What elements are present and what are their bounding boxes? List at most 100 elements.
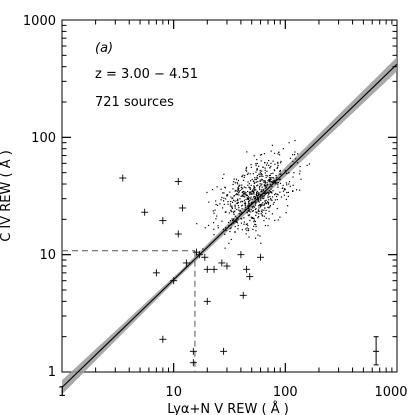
cloud-point <box>272 181 274 183</box>
cloud-point <box>274 163 276 165</box>
cloud-point <box>263 219 265 222</box>
cloud-point <box>233 194 235 197</box>
cloud-point <box>240 201 242 203</box>
cloud-point <box>245 223 247 226</box>
cloud-point <box>274 194 276 196</box>
cloud-point <box>256 195 258 197</box>
cloud-point <box>248 214 251 216</box>
cloud-point <box>239 209 241 212</box>
cloud-point <box>255 163 257 165</box>
redshift-annotation: z = 3.00 − 4.51 <box>95 67 198 82</box>
cloud-point <box>272 180 274 182</box>
cloud-point <box>252 209 254 212</box>
cloud-point <box>256 192 258 194</box>
cloud-point <box>268 180 271 183</box>
cloud-point <box>245 194 248 196</box>
cloud-point <box>255 223 257 226</box>
cloud-point <box>248 236 250 238</box>
cloud-point <box>247 172 249 174</box>
cloud-point <box>226 195 228 197</box>
cloud-point <box>253 185 255 187</box>
cloud-point <box>263 204 265 206</box>
cloud-point <box>245 167 247 170</box>
cloud-point <box>237 202 239 204</box>
cloud-point <box>235 178 238 180</box>
cloud-point <box>258 193 260 195</box>
cloud-point <box>283 194 286 196</box>
cloud-point <box>234 204 236 206</box>
cloud-point <box>232 218 235 220</box>
cloud-point <box>259 171 261 173</box>
cloud-point <box>245 206 247 209</box>
cloud-point <box>227 203 229 205</box>
cloud-point <box>251 178 253 181</box>
cloud-point <box>225 227 227 229</box>
cloud-point <box>241 204 243 206</box>
cloud-point <box>279 173 281 175</box>
cloud-point <box>269 205 271 207</box>
cloud-point <box>285 182 288 184</box>
cloud-point <box>299 170 301 172</box>
cloud-point <box>255 201 257 203</box>
cloud-point <box>264 172 266 174</box>
cloud-point <box>224 187 227 189</box>
cloud-point <box>242 179 245 181</box>
cloud-point <box>260 160 262 162</box>
cloud-point <box>250 203 252 205</box>
cloud-point <box>282 148 284 150</box>
cloud-point <box>279 170 281 173</box>
cloud-point <box>268 174 271 177</box>
cloud-point <box>273 201 275 203</box>
cloud-point <box>246 173 249 176</box>
cloud-point <box>255 230 257 232</box>
cloud-point <box>249 219 251 222</box>
cloud-point <box>279 182 282 185</box>
cloud-point <box>255 194 258 196</box>
cloud-point <box>242 187 244 189</box>
cloud-point <box>271 213 274 215</box>
cloud-point <box>234 200 236 202</box>
plot-frame <box>61 19 398 373</box>
cloud-point <box>221 207 224 209</box>
cloud-point <box>253 186 255 188</box>
cloud-point <box>231 201 234 203</box>
cloud-point <box>248 209 250 211</box>
cloud-point <box>254 187 256 189</box>
cloud-point <box>232 197 234 199</box>
cloud-point <box>264 184 266 186</box>
cloud-point <box>270 191 272 193</box>
cloud-point <box>222 192 224 194</box>
cloud-point <box>264 187 266 189</box>
cloud-point <box>263 215 265 217</box>
cloud-point <box>270 178 272 181</box>
cloud-point <box>230 227 232 229</box>
cloud-point <box>233 213 235 215</box>
cloud-point <box>270 198 272 200</box>
cloud-point <box>255 189 257 191</box>
cloud-point <box>244 201 246 203</box>
cloud-point <box>270 172 272 175</box>
cloud-point <box>253 191 255 194</box>
cloud-point <box>254 178 256 181</box>
cloud-point <box>261 183 263 185</box>
cloud-point <box>265 192 268 194</box>
cloud-point <box>240 205 243 207</box>
cloud-point <box>261 215 264 217</box>
cloud-point <box>260 154 263 156</box>
cloud-point <box>261 195 263 198</box>
cloud-point <box>237 205 240 207</box>
y-axis-title: C IV REW ( Å ) <box>0 150 14 242</box>
cloud-point <box>234 207 236 209</box>
cloud-point <box>249 188 251 191</box>
cloud-point <box>292 160 294 163</box>
cloud-point <box>231 211 233 213</box>
cloud-point <box>250 198 252 200</box>
cloud-point <box>244 203 246 205</box>
cloud-point <box>259 204 261 206</box>
cloud-point <box>245 228 247 230</box>
cloud-point <box>277 162 279 164</box>
cloud-point <box>275 182 278 184</box>
cloud-point <box>249 191 251 193</box>
cloud-point <box>261 186 263 188</box>
cloud-point <box>242 195 245 197</box>
